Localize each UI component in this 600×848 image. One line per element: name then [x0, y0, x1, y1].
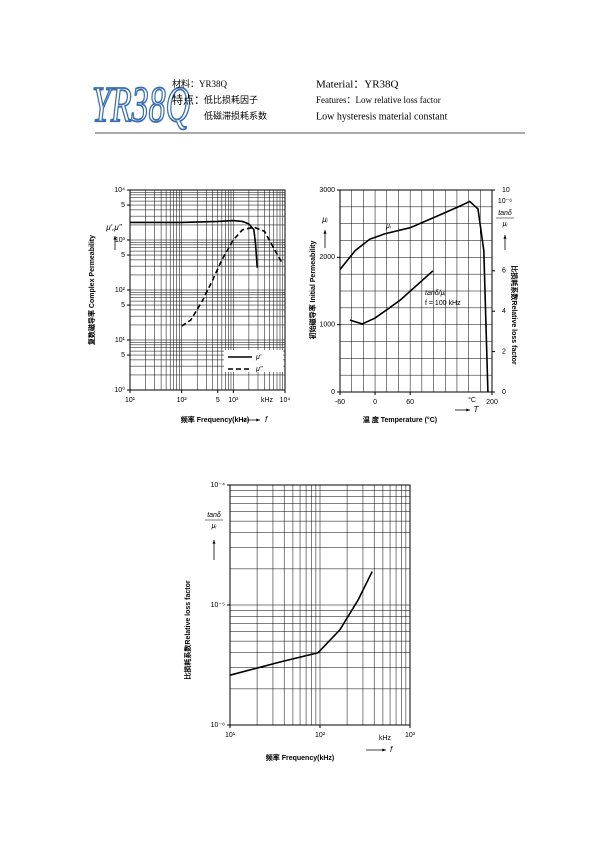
- x-symbol: T: [474, 405, 480, 414]
- chart: 10¹ 10² 10³ 10⁻⁶ 10⁻⁵ 10⁻⁴ 比损耗系数Relative loss …: [183, 482, 416, 762]
- legend-label: μ': [255, 354, 262, 361]
- y-tick-label: 3000: [319, 187, 335, 194]
- x-tick-label: 10¹: [225, 732, 236, 739]
- x-unit: kHz: [379, 735, 392, 742]
- x-tick-label: 60: [406, 399, 414, 406]
- series-label: tanδ/μᵢ: [425, 290, 445, 297]
- fraction-numerator: tanδ: [207, 512, 221, 519]
- fraction-numerator: tanδ: [498, 210, 512, 217]
- data-line: [181, 226, 284, 327]
- x-tick-label: 5: [216, 397, 220, 404]
- arrow-head: [323, 230, 327, 234]
- header: YR38Q 材料：YR38Q 特点： 低比损耗因子 低磁滞损耗系数 Materi…: [91, 76, 525, 134]
- y-symbol: μ',μ'': [105, 223, 122, 232]
- plot-frame: [339, 189, 493, 393]
- y-tick-label: 10¹: [115, 337, 126, 344]
- en-features: Features：Low relative loss factor: [316, 95, 441, 105]
- data-line: [339, 200, 489, 393]
- y2-label: 比损耗系数Relative loss factor: [510, 265, 519, 364]
- arrow-head: [382, 748, 386, 752]
- logo: YR38Q: [92, 77, 190, 133]
- x-symbol: f: [265, 415, 268, 424]
- legend-label: μ'': [255, 366, 263, 373]
- x-label: 温 度 Temperature (°C): [363, 415, 437, 424]
- y-tick-label: 10²: [115, 287, 126, 294]
- y-tick-label: 2000: [319, 254, 335, 261]
- x-unit: kHz: [261, 397, 274, 404]
- y-tick-label: 5: [121, 302, 125, 309]
- y-label: 初始磁导率 Initial Permeability: [308, 240, 317, 339]
- y-tick-label: 10⁻⁴: [211, 482, 226, 489]
- arrow-head: [212, 540, 216, 544]
- cn-feature: 低比损耗因子: [204, 94, 258, 105]
- y-label: 比损耗系数Relative loss factor: [183, 580, 192, 679]
- y-tick-label: 1000: [319, 322, 335, 329]
- y-tick-label: 5: [121, 202, 125, 209]
- y-tick-label: 0: [331, 389, 335, 396]
- x-tick-label: 10⁴: [280, 397, 291, 404]
- y2-tick-label: 0: [502, 389, 506, 396]
- y2-multiplier: 10⁻⁶: [498, 198, 512, 205]
- arrow-head: [503, 235, 507, 239]
- y-tick-label: 10⁻⁵: [211, 602, 225, 609]
- x-tick-label: 10³: [228, 397, 239, 404]
- en-material: Material：YR38Q: [316, 79, 399, 91]
- y-tick-label: 10⁰: [114, 386, 125, 394]
- x-tick-label: 10³: [405, 732, 416, 739]
- y-tick-label: 5: [121, 352, 125, 359]
- cn-feature: 低磁滞损耗系数: [204, 110, 267, 121]
- arrow-head: [113, 236, 117, 240]
- x-label: 频率 Frequency(kHz): [181, 415, 249, 424]
- data-line: [130, 219, 259, 268]
- x-tick-label: 10²: [315, 732, 326, 739]
- x-unit: °C: [468, 396, 476, 404]
- arrow-head: [466, 408, 470, 412]
- x-tick-label: 0: [373, 399, 377, 406]
- series-label: μᵢ: [385, 223, 391, 230]
- y-symbol: μᵢ: [321, 215, 328, 224]
- y-tick-label: 10⁻⁶: [211, 722, 225, 729]
- cn-material: 材料：YR38Q: [172, 78, 228, 89]
- y-tick-label: 10⁴: [114, 187, 125, 194]
- x-tick-label: 10¹: [125, 397, 136, 404]
- x-label: 频率 Frequency(kHz): [266, 753, 334, 762]
- y2-tick-label: 10: [502, 187, 510, 194]
- fraction-denominator: μᵢ: [211, 523, 217, 530]
- x-symbol: f: [390, 745, 393, 754]
- y2-tick-label: 2: [502, 348, 506, 355]
- x-tick-label: 200: [486, 399, 498, 406]
- y-label: 复数磁导率 Complex Permeability: [87, 235, 96, 346]
- annotation: f = 100 kHz: [425, 300, 461, 307]
- data-line: [229, 571, 373, 676]
- data-line: [349, 270, 434, 325]
- y2-tick-label: 4: [502, 308, 506, 315]
- en-features: Low hysteresis material constant: [316, 111, 448, 122]
- arrow-head: [256, 418, 260, 422]
- x-tick-label: -60: [335, 399, 345, 406]
- chart: 10¹ 10² 5 10³ 10⁴ 10⁰ 5 10¹ 5 10² 5 10³ 5 10⁴ 复数磁导率 Co…: [87, 187, 291, 424]
- y2-tick-label: 6: [502, 268, 506, 275]
- y-tick-label: 5: [121, 252, 125, 259]
- cn-features-label: 特点：: [172, 93, 205, 107]
- y-tick-label: 10³: [115, 237, 126, 244]
- legend-box: [224, 350, 283, 372]
- x-tick-label: 10²: [177, 397, 188, 404]
- fraction-denominator: μᵢ: [502, 221, 508, 228]
